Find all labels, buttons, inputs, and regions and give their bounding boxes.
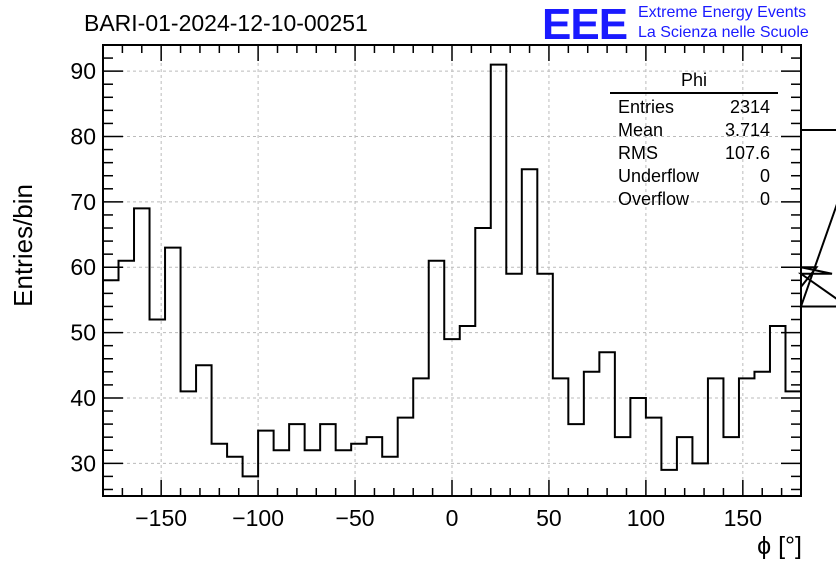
histogram-bin xyxy=(305,450,321,496)
stats-value: 3.714 xyxy=(724,120,770,140)
histogram-step-line xyxy=(103,63,836,496)
histogram-bin xyxy=(119,261,135,496)
histogram-bin xyxy=(382,457,398,496)
x-axis-label: ϕ [°] xyxy=(757,532,802,560)
histogram-bin xyxy=(599,352,615,496)
x-tick-label: −50 xyxy=(336,505,375,531)
histogram-bin xyxy=(677,437,693,496)
stats-label: Underflow xyxy=(618,166,700,186)
stats-row-underflow: Underflow 0 xyxy=(610,165,778,188)
histogram-bin xyxy=(274,450,290,496)
x-tick-label: 100 xyxy=(627,505,665,531)
stats-value: 0 xyxy=(759,189,770,209)
histogram-bin xyxy=(413,378,429,496)
histogram-bin xyxy=(584,372,600,496)
y-tick-label: 40 xyxy=(70,385,96,411)
stats-label: Mean xyxy=(618,120,664,140)
stats-box: Phi Entries 2314 Mean 3.714 RMS 107.6 Un… xyxy=(610,70,778,211)
stats-row-rms: RMS 107.6 xyxy=(610,142,778,165)
histogram-bin xyxy=(165,248,181,496)
x-tick-label: 150 xyxy=(724,505,762,531)
histogram-bin xyxy=(754,372,770,496)
histogram-bin xyxy=(770,326,786,496)
histogram-bin xyxy=(243,476,259,496)
grid-lines xyxy=(103,45,801,496)
stats-row-mean: Mean 3.714 xyxy=(610,119,778,142)
stats-row-overflow: Overflow 0 xyxy=(610,188,778,211)
x-tick-label: 0 xyxy=(446,505,459,531)
histogram-bin xyxy=(692,463,708,496)
histogram-bin xyxy=(351,444,367,496)
histogram-bin xyxy=(553,378,569,496)
y-tick-label: 80 xyxy=(70,124,96,150)
histogram-bin xyxy=(196,365,212,496)
x-tick-label: −150 xyxy=(135,505,187,531)
histogram-bin xyxy=(289,424,305,496)
stats-label: Entries xyxy=(618,97,675,117)
stats-value: 2314 xyxy=(729,97,770,117)
histogram-bin xyxy=(708,378,724,496)
logo-caption: Extreme Energy Events La Scienza nelle S… xyxy=(638,3,809,43)
histogram-bin xyxy=(134,208,150,496)
x-tick-label: 50 xyxy=(536,505,562,531)
stats-title: Phi xyxy=(610,70,778,94)
histogram-bin xyxy=(460,326,476,496)
histogram-bin xyxy=(568,424,584,496)
histogram-bin xyxy=(320,424,336,496)
histogram-bin xyxy=(475,228,491,496)
y-tick-label: 60 xyxy=(70,254,96,280)
histogram-bin xyxy=(506,274,522,496)
stats-row-entries: Entries 2314 xyxy=(610,96,778,119)
histogram-bin xyxy=(227,457,243,496)
histogram-bin xyxy=(150,320,166,496)
y-tick-label: 30 xyxy=(70,450,96,476)
stats-value: 0 xyxy=(759,166,770,186)
chart-title: BARI-01-2024-12-10-00251 xyxy=(84,10,368,36)
y-tick-label: 70 xyxy=(70,189,96,215)
histogram-bin xyxy=(537,274,553,496)
axis-ticks xyxy=(102,44,802,496)
histogram-bin xyxy=(429,261,445,496)
tick-labels: −150 −100 −50 0 50 100 150 30 40 50 60 70 80 90 xyxy=(70,58,762,531)
histogram-bin xyxy=(367,437,383,496)
stats-label: Overflow xyxy=(618,189,690,209)
histogram-bin xyxy=(785,391,801,496)
histogram-bin xyxy=(739,378,755,496)
x-tick-label: −100 xyxy=(232,505,284,531)
histogram-bin xyxy=(491,65,507,496)
stats-value: 107.6 xyxy=(724,143,770,163)
histogram-bin xyxy=(646,418,662,496)
logo-caption-line2: La Scienza nelle Scuole xyxy=(638,24,809,41)
y-tick-label: 50 xyxy=(70,320,96,346)
stats-label: RMS xyxy=(618,143,658,163)
histogram-bin xyxy=(398,418,414,496)
eee-logo: EEE xyxy=(542,0,628,49)
histogram-bin xyxy=(336,450,352,496)
histogram-bin xyxy=(615,437,631,496)
y-tick-label: 90 xyxy=(70,58,96,84)
histogram-bin xyxy=(723,437,739,496)
histogram-bin xyxy=(630,398,646,496)
y-axis-label: Entries/bin xyxy=(8,184,38,307)
histogram-bin xyxy=(181,391,197,496)
logo-caption-line1: Extreme Energy Events xyxy=(638,4,807,21)
histogram-bin xyxy=(661,470,677,496)
